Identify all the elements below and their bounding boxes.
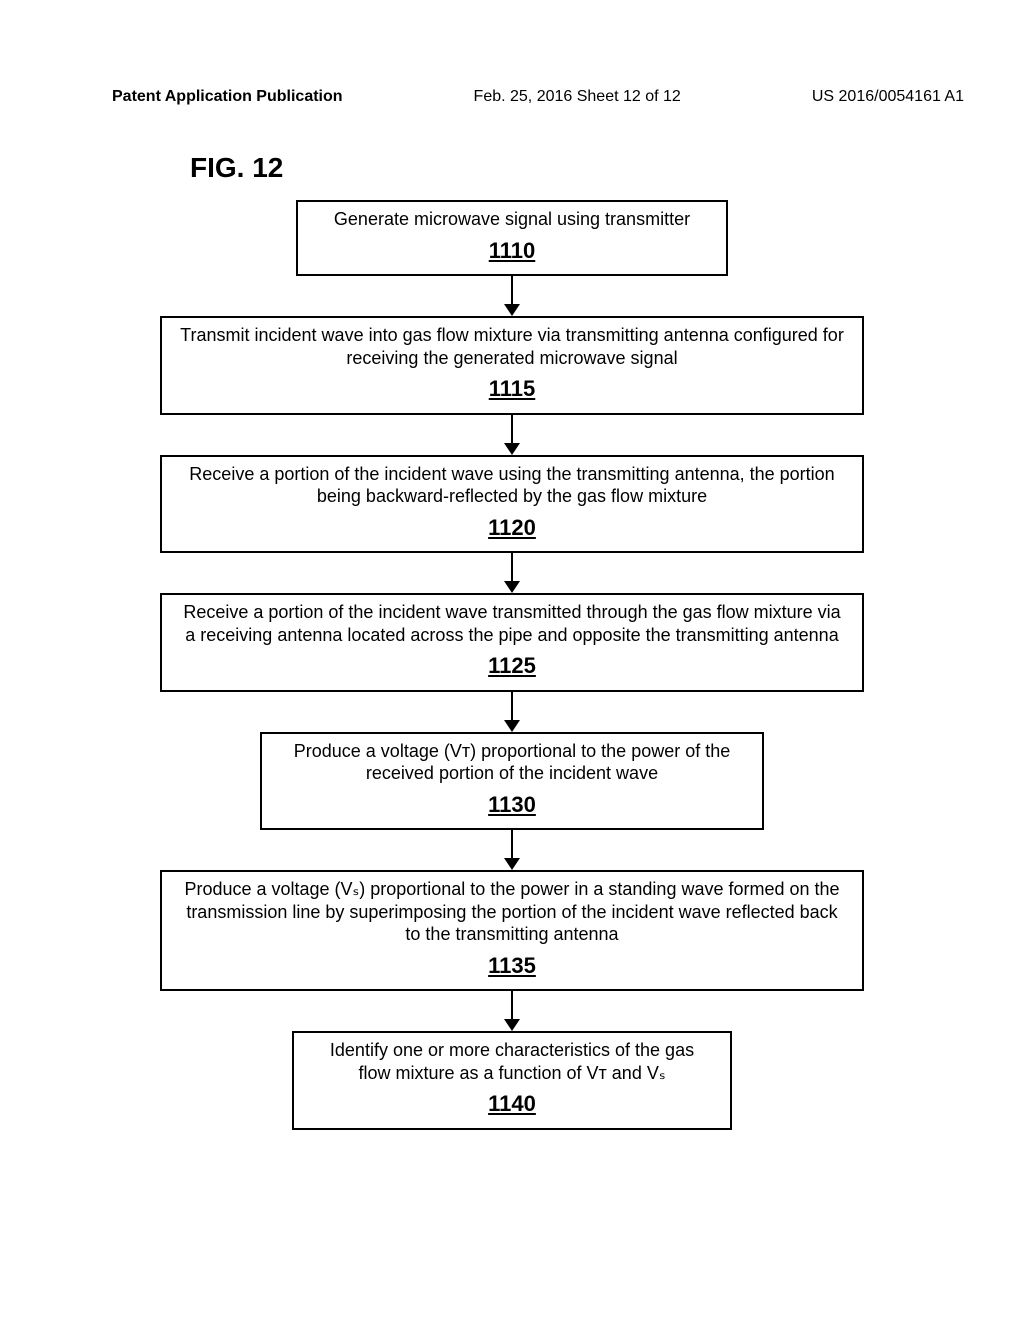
- step-reference: 1110: [489, 237, 536, 265]
- figure-label: FIG. 12: [190, 152, 283, 184]
- step-text: Transmit incident wave into gas flow mix…: [180, 324, 844, 369]
- flowchart-step: Transmit incident wave into gas flow mix…: [160, 316, 864, 415]
- header-patent-number: US 2016/0054161 A1: [812, 88, 984, 106]
- step-reference: 1140: [488, 1090, 536, 1118]
- step-text: Produce a voltage (Vₛ) proportional to t…: [180, 878, 844, 946]
- arrow-down-icon: [502, 276, 522, 316]
- arrow-down-icon: [502, 991, 522, 1031]
- step-text: Produce a voltage (Vᴛ) proportional to t…: [280, 740, 744, 785]
- header-date-sheet: Feb. 25, 2016 Sheet 12 of 12: [343, 88, 812, 106]
- step-text: Generate microwave signal using transmit…: [334, 208, 690, 231]
- step-text: Receive a portion of the incident wave u…: [180, 463, 844, 508]
- header-publication: Patent Application Publication: [112, 88, 343, 106]
- flowchart-step: Generate microwave signal using transmit…: [296, 200, 728, 276]
- flowchart-step: Receive a portion of the incident wave u…: [160, 455, 864, 554]
- arrow-down-icon: [502, 830, 522, 870]
- page-header: Patent Application Publication Feb. 25, …: [0, 0, 1024, 106]
- step-reference: 1120: [488, 514, 536, 542]
- step-text: Receive a portion of the incident wave t…: [180, 601, 844, 646]
- step-reference: 1115: [489, 375, 536, 403]
- arrow-down-icon: [502, 692, 522, 732]
- flowchart-step: Identify one or more characteristics of …: [292, 1031, 732, 1130]
- flowchart-step: Produce a voltage (Vᴛ) proportional to t…: [260, 732, 764, 831]
- step-reference: 1130: [488, 791, 536, 819]
- arrow-down-icon: [502, 553, 522, 593]
- step-reference: 1125: [488, 652, 536, 680]
- step-reference: 1135: [488, 952, 536, 980]
- flowchart-step: Produce a voltage (Vₛ) proportional to t…: [160, 870, 864, 991]
- step-text: Identify one or more characteristics of …: [312, 1039, 712, 1084]
- flowchart-container: Generate microwave signal using transmit…: [160, 200, 864, 1130]
- arrow-down-icon: [502, 415, 522, 455]
- flowchart-step: Receive a portion of the incident wave t…: [160, 593, 864, 692]
